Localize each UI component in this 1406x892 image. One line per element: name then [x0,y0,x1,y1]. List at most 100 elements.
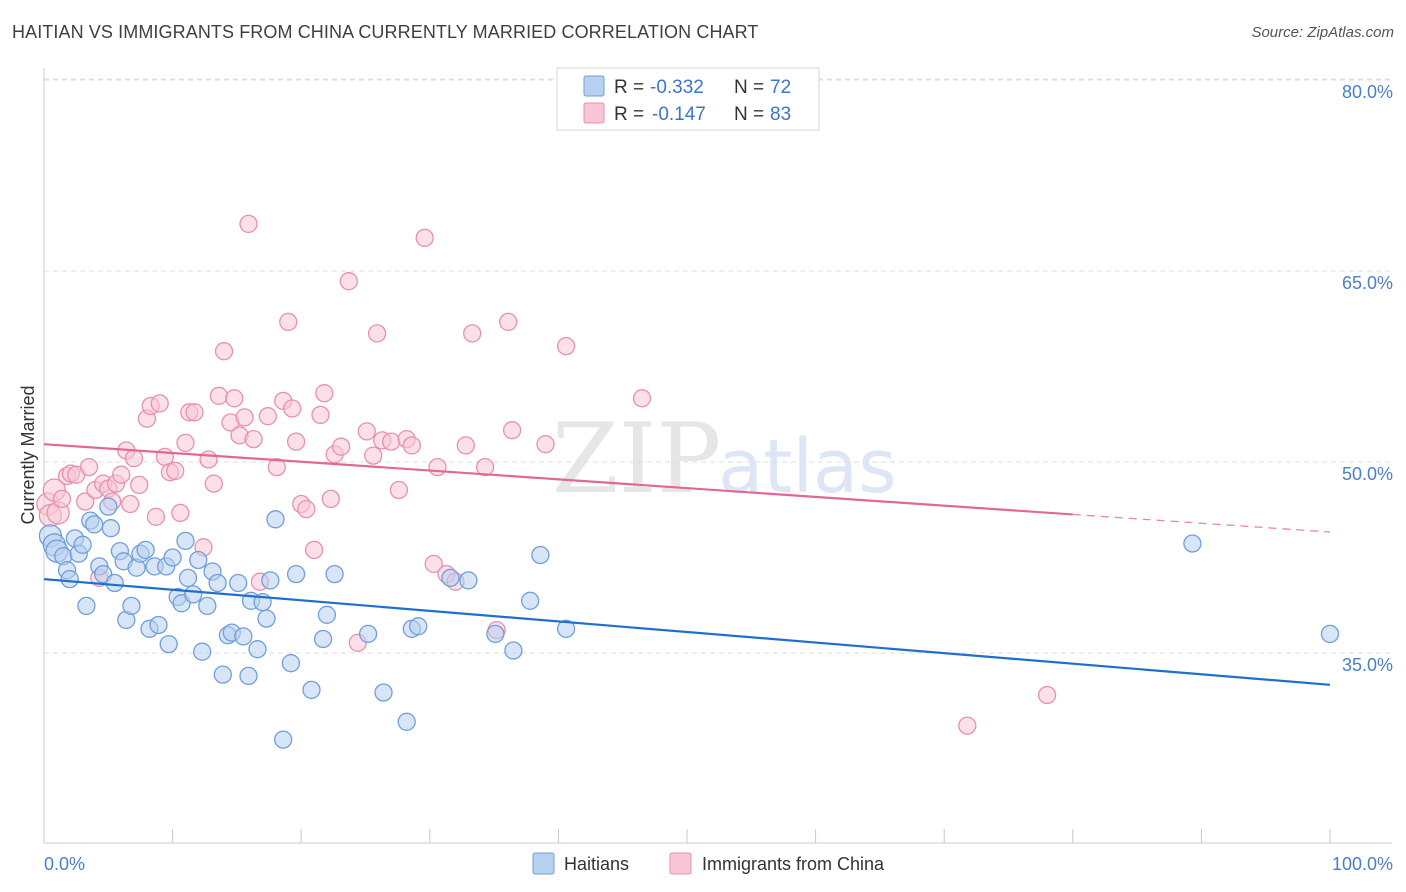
haitians-point-39 [208,573,227,593]
haitians-point-9 [77,596,96,616]
series-china-points [36,214,1057,735]
legend-n-label-1: N = [734,104,764,125]
china-point-40 [235,408,254,427]
china-point-27 [166,461,185,481]
haitians-point-54 [286,564,306,584]
china-point-23 [146,507,166,526]
trend-lines [43,443,1331,686]
y-tick-label-0: 35.0% [1342,655,1393,675]
china-point-57 [331,437,351,456]
china-point-80 [556,336,576,356]
china-point-83 [1037,685,1057,705]
china-point-70 [428,457,447,477]
haitians-point-28 [159,634,178,654]
china-point-81 [632,389,652,408]
china-point-68 [415,228,434,248]
y-axis-label: Currently Married [18,385,38,524]
china-point-69 [424,554,443,574]
china-point-45 [267,457,286,477]
haitians-point-33 [178,568,198,588]
china-point-73 [456,436,475,455]
legend-r-value-1: -0.147 [652,104,706,125]
legend-swatch-haitians [583,75,605,97]
china-point-31 [185,403,204,422]
haitians-point-59 [358,624,378,644]
china-point-38 [225,389,244,408]
series-legend: Haitians Immigrants from China [532,852,885,875]
china-point-4 [52,489,72,509]
haitians-point-45 [239,666,258,686]
gridlines [44,78,1392,654]
china-point-35 [209,386,229,405]
haitians-point-11 [85,515,104,534]
x-tick-labels: 0.0% 100.0% [44,854,1393,874]
haitians-trend-line [43,578,1331,686]
haitians-point-56 [313,629,333,649]
haitians-point-65 [459,571,478,590]
y-tick-label-2: 65.0% [1342,273,1393,293]
haitians-point-55 [302,680,321,700]
china-point-18 [121,494,140,514]
china-point-82 [958,716,977,735]
china-point-75 [475,457,495,477]
haitians-point-63 [409,617,428,636]
china-point-48 [283,399,302,418]
haitians-point-43 [229,573,248,593]
china-point-44 [258,407,277,426]
chart-title: HAITIAN VS IMMIGRANTS FROM CHINA CURRENT… [12,22,759,42]
haitians-point-23 [136,540,155,560]
china-point-16 [112,465,131,484]
haitians-point-67 [504,641,523,660]
haitians-point-61 [397,712,416,731]
legend-n-value-1: 83 [770,104,791,125]
haitians-point-16 [105,573,124,593]
china-point-54 [315,384,334,403]
china-point-8 [76,492,95,511]
haitians-point-20 [122,596,141,616]
haitians-point-32 [176,531,195,551]
china-point-20 [130,475,149,495]
china-point-9 [79,457,99,477]
china-point-29 [176,433,195,453]
x-tick-label-0: 0.0% [44,854,85,874]
haitians-point-14 [99,497,118,516]
legend-n-label-0: N = [734,77,764,98]
haitians-point-40 [213,665,232,684]
haitians-point-29 [163,548,182,567]
china-point-36 [214,342,234,361]
china-point-51 [297,499,316,519]
haitians-point-69 [531,545,550,565]
haitians-point-68 [520,591,540,610]
china-point-49 [286,432,306,451]
china-point-55 [321,489,340,509]
china-point-24 [150,394,169,413]
haitians-point-71 [1183,534,1202,553]
china-point-19 [124,449,144,468]
haitians-point-60 [374,683,393,702]
china-point-74 [463,324,482,343]
haitians-point-44 [234,627,253,646]
haitians-point-57 [317,605,337,624]
haitians-point-47 [248,640,267,659]
china-point-60 [357,422,376,441]
haitians-point-53 [281,654,301,673]
haitians-point-66 [486,624,505,644]
haitians-point-15 [101,519,121,538]
x-tick-label-1: 100.0% [1332,854,1393,874]
china-point-67 [402,436,421,455]
series-haitians-points [38,497,1340,749]
haitians-point-64 [441,568,460,588]
china-point-47 [279,312,298,332]
china-point-79 [536,435,555,454]
haitians-point-72 [1320,624,1340,644]
haitians-point-8 [73,535,92,554]
china-point-77 [499,312,518,332]
bottom-legend-swatch-china [669,852,692,875]
axes [43,68,1392,844]
china-point-53 [311,405,330,425]
china-point-78 [502,421,522,440]
haitians-point-58 [325,564,344,584]
china-point-52 [304,540,324,560]
haitians-point-36 [193,642,212,661]
haitians-point-5 [60,569,79,589]
